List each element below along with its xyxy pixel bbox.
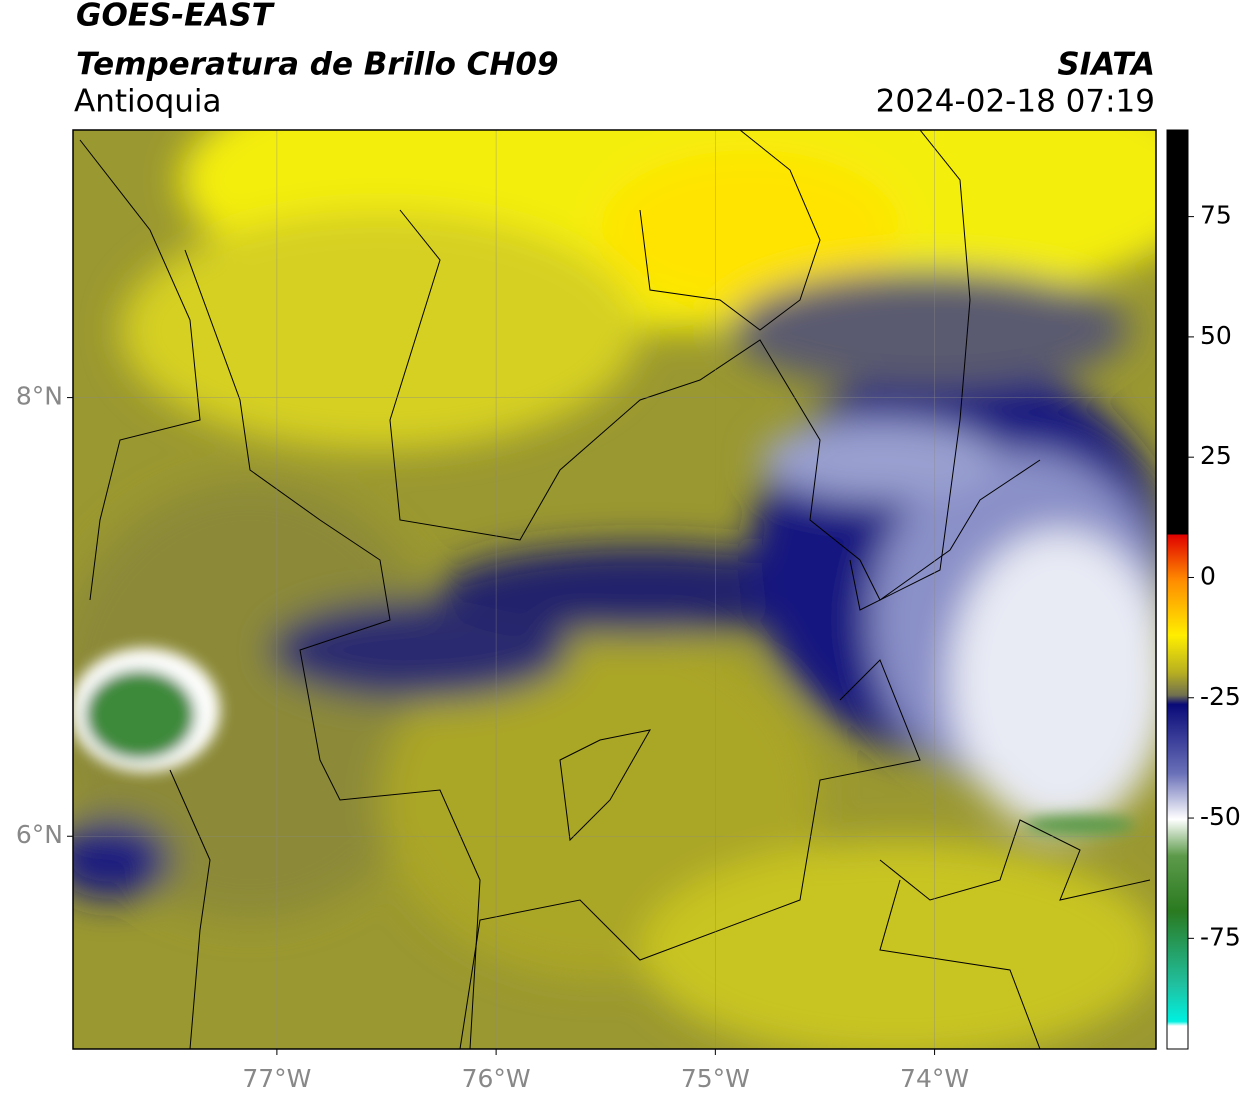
- title: GOES-EAST: [76, 0, 276, 34]
- datetime: 2024-02-18 07:19: [876, 84, 1155, 120]
- colorbar-tick-label: -25: [1200, 682, 1241, 711]
- source: SIATA: [1057, 47, 1155, 83]
- region: Antioquia: [74, 84, 222, 120]
- subtitle: Temperatura de Brillo CH09: [76, 47, 559, 83]
- colorbar: [1166, 129, 1189, 1050]
- colorbar-tick-label: -75: [1200, 922, 1241, 951]
- lat-tick-label: 6°N: [16, 820, 63, 849]
- colorbar-tick-label: 75: [1200, 201, 1232, 230]
- lat-tick-label: 8°N: [16, 382, 63, 411]
- colorbar-tick-label: 50: [1200, 321, 1232, 350]
- colorbar-tick-label: 25: [1200, 441, 1232, 470]
- lon-tick-label: 76°W: [462, 1064, 531, 1093]
- colorbar-tick-label: 0: [1200, 561, 1216, 590]
- lon-tick-label: 75°W: [681, 1064, 750, 1093]
- colorbar-tick-label: -50: [1200, 802, 1241, 831]
- lon-tick-label: 74°W: [900, 1064, 969, 1093]
- lon-tick-label: 77°W: [242, 1064, 311, 1093]
- map-frame: [72, 129, 1157, 1050]
- satellite-image: [73, 130, 1156, 1049]
